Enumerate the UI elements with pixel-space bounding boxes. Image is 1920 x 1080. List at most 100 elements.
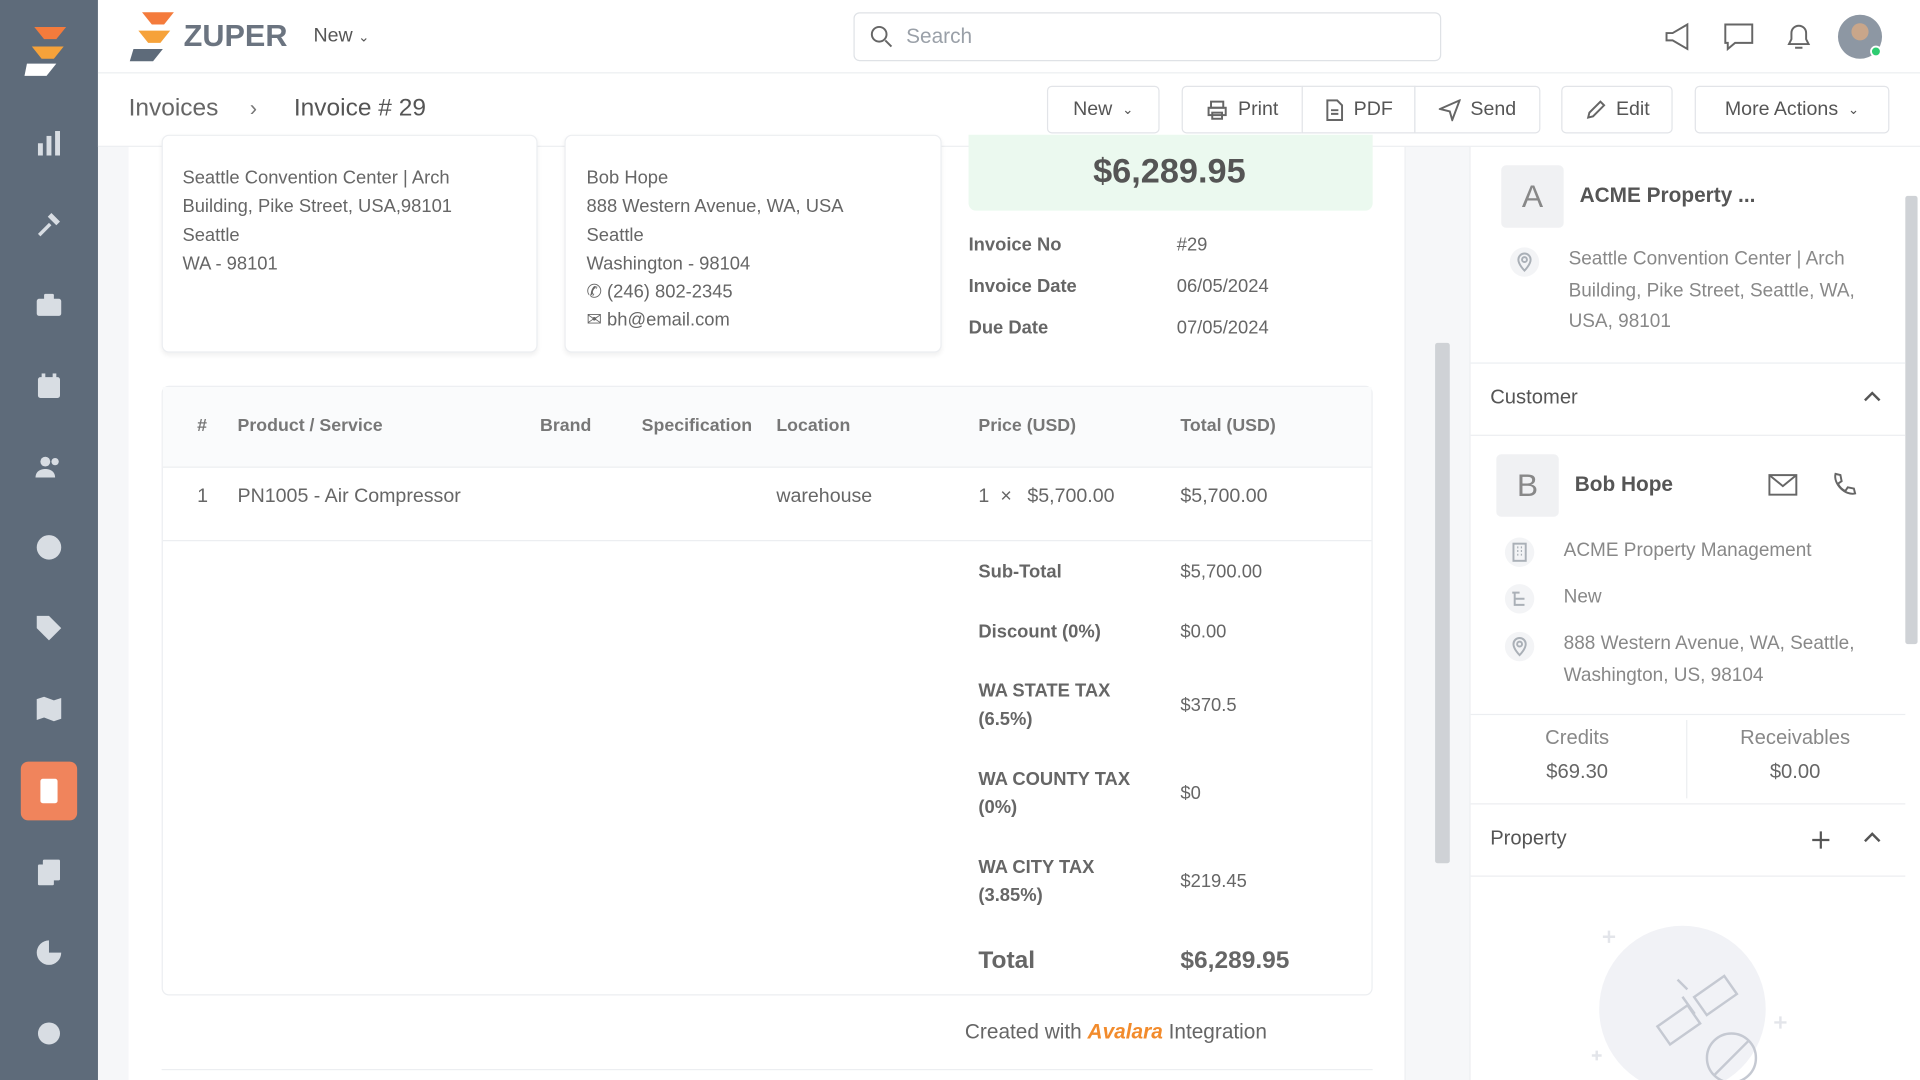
breadcrumb-parent[interactable]: Invoices — [128, 94, 219, 122]
empty-property-illustration — [1591, 925, 1787, 1080]
summary-value: $0.00 — [1180, 621, 1227, 643]
row-location: warehouse — [776, 486, 873, 507]
brand-name: ZUPER — [183, 18, 288, 54]
total-value: $6,289.95 — [1180, 947, 1290, 975]
new-menu-label: New — [313, 25, 353, 47]
customer-status: New — [1563, 586, 1602, 608]
nav-map[interactable] — [34, 694, 63, 723]
call-customer[interactable] — [1831, 471, 1858, 498]
address-line: WA - 98101 — [182, 253, 278, 275]
send-icon — [1438, 98, 1461, 121]
customer-heading: Customer — [1490, 386, 1578, 409]
status-icon — [1504, 584, 1535, 614]
customer-name[interactable]: Bob Hope — [1574, 472, 1673, 496]
account-name[interactable]: ACME Property ... — [1579, 183, 1756, 207]
send-button[interactable]: Send — [1414, 85, 1541, 134]
notifications-icon[interactable] — [1783, 21, 1815, 53]
company-icon — [1504, 537, 1535, 567]
location-icon — [1504, 631, 1535, 662]
address-line: Seattle — [182, 224, 240, 246]
new-menu[interactable]: New ⌄ — [313, 25, 370, 47]
meta-label: Invoice Date — [968, 276, 1077, 297]
address-line: Building, Pike Street, USA,98101 — [182, 196, 453, 218]
customer-company: ACME Property Management — [1563, 540, 1812, 561]
footer-brand: Avalara — [1087, 1020, 1163, 1044]
search-placeholder: Search — [906, 24, 973, 48]
print-button[interactable]: Print — [1181, 85, 1303, 134]
pdf-button[interactable]: PDF — [1301, 85, 1416, 134]
edit-label: Edit — [1615, 98, 1650, 120]
nav-reports[interactable] — [34, 938, 63, 967]
amount-box — [968, 134, 1373, 211]
more-actions-label: More Actions — [1724, 98, 1839, 120]
footer-note: Created with Avalara Integration — [965, 1020, 1267, 1044]
announcements-icon[interactable] — [1663, 21, 1695, 53]
customer-avatar: B — [1496, 454, 1559, 517]
email: ✉ bh@email.com — [586, 310, 730, 332]
sidebar — [0, 0, 98, 1080]
add-property[interactable] — [1811, 830, 1831, 850]
divider — [1686, 720, 1688, 799]
row-number: 1 — [197, 486, 209, 507]
customer-address: 888 Western Avenue, WA, Seattle, Washing… — [1563, 633, 1855, 686]
footer-divider — [161, 1068, 1373, 1071]
new-button[interactable]: New ⌄ — [1046, 85, 1160, 134]
from-address: Seattle Convention Center | Arch Buildin… — [182, 164, 452, 278]
breadcrumb-separator: › — [249, 96, 258, 121]
receivables-value: $0.00 — [1769, 761, 1821, 784]
panel-scrollbar — [1905, 195, 1918, 645]
collapse-property[interactable] — [1862, 830, 1882, 845]
search-box[interactable] — [853, 12, 1442, 62]
collapse-customer[interactable] — [1862, 389, 1882, 404]
summary-label: Sub-Total — [978, 561, 1062, 583]
edit-button[interactable]: Edit — [1561, 85, 1673, 134]
nav-timesheet[interactable] — [34, 533, 63, 562]
items-table — [161, 385, 1373, 996]
column-header: Product / Service — [237, 416, 383, 436]
meta-value: #29 — [1176, 234, 1208, 256]
column-header: # — [197, 416, 208, 436]
summary-value: $5,700.00 — [1180, 561, 1263, 583]
bill-to: Bob Hope 888 Western Avenue, WA, USA Sea… — [587, 164, 844, 335]
summary-value: $219.45 — [1180, 871, 1247, 893]
account-address: Seattle Convention Center | Arch Buildin… — [1568, 248, 1855, 333]
summary-label: WA CITY TAX (3.85%) — [978, 857, 1095, 907]
column-header: Location — [776, 416, 851, 436]
send-label: Send — [1470, 98, 1517, 120]
row-divider — [162, 540, 1372, 542]
row-product: PN1005 - Air Compressor — [237, 486, 461, 507]
summary-value: $0 — [1180, 783, 1201, 804]
divider — [1470, 362, 1906, 364]
print-label: Print — [1238, 98, 1279, 120]
nav-customers[interactable] — [34, 452, 63, 481]
pdf-icon — [1325, 98, 1343, 121]
divider — [1470, 803, 1906, 805]
nav-documents[interactable] — [34, 857, 63, 886]
nav-jobs[interactable] — [34, 290, 63, 319]
address-line: Seattle Convention Center | Arch — [182, 167, 450, 189]
divider — [1470, 434, 1906, 436]
column-header: Total (USD) — [1180, 416, 1276, 436]
more-actions-button[interactable]: More Actions ⌄ — [1694, 85, 1890, 134]
address-line: Washington - 98104 — [586, 253, 751, 275]
meta-label: Due Date — [968, 317, 1049, 339]
nav-pricing[interactable] — [34, 613, 63, 642]
summary-label: WA STATE TAX (6.5%) — [978, 680, 1111, 730]
nav-dashboard[interactable] — [34, 129, 63, 158]
meta-value: 07/05/2024 — [1176, 317, 1269, 339]
summary-value: $370.5 — [1180, 694, 1237, 716]
divider — [1470, 875, 1906, 877]
email-customer[interactable] — [1768, 474, 1798, 496]
user-avatar[interactable] — [1837, 13, 1884, 60]
phone-number: (246) 802-2345 — [607, 281, 733, 303]
chat-icon[interactable] — [1723, 21, 1755, 53]
nav-tools[interactable] — [34, 209, 63, 238]
address-line: Seattle — [586, 224, 644, 246]
nav-calendar[interactable] — [34, 371, 63, 400]
search-icon — [870, 25, 893, 48]
receivables-label: Receivables — [1740, 726, 1851, 749]
nav-settings[interactable] — [34, 1019, 63, 1048]
